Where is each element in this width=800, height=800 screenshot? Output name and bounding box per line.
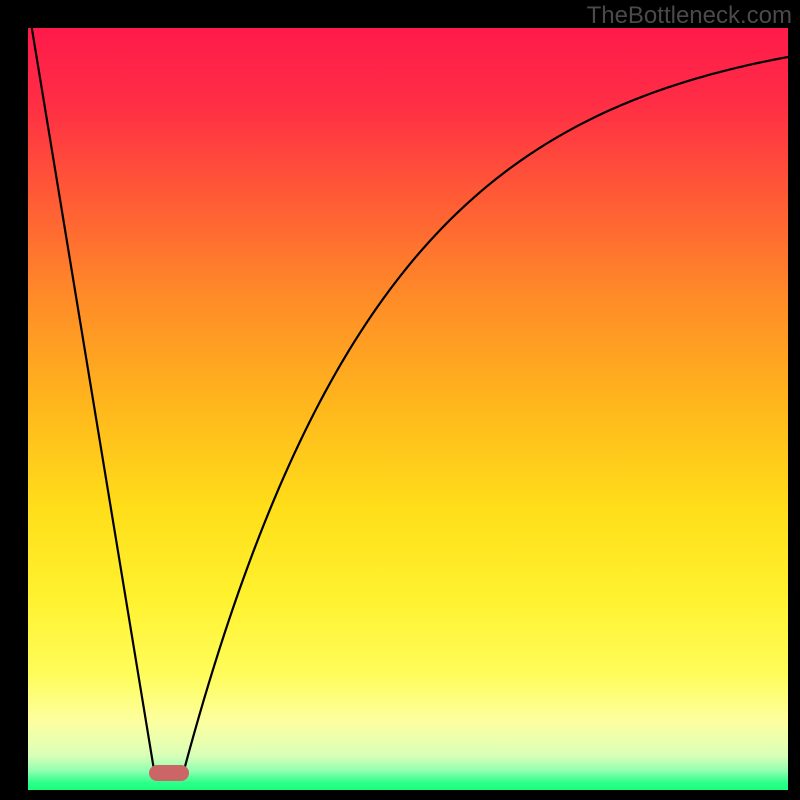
- curve-path: [32, 28, 788, 771]
- bottleneck-curve: [28, 28, 788, 790]
- plot-area: [28, 28, 788, 790]
- optimal-marker: [149, 765, 189, 781]
- watermark-text: TheBottleneck.com: [587, 2, 792, 30]
